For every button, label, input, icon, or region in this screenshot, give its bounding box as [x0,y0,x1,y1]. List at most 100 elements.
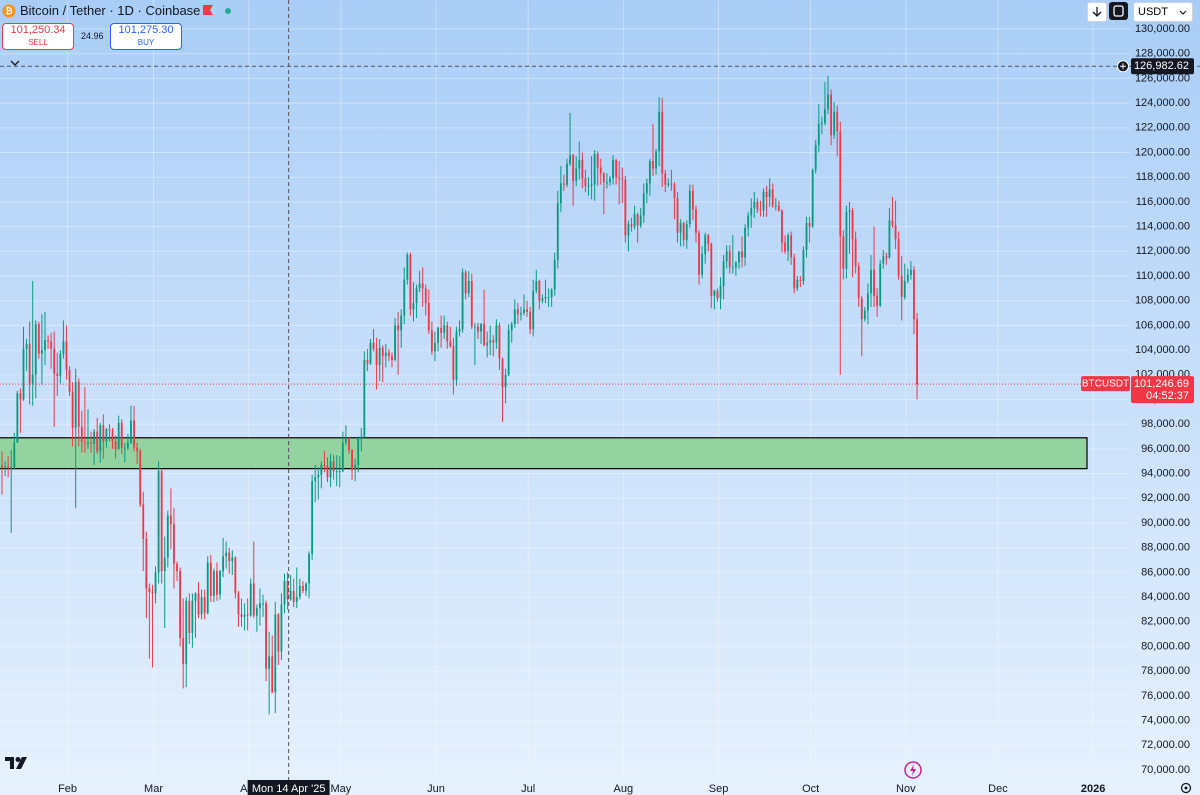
candle-body [510,324,513,331]
events-icon[interactable] [903,760,923,780]
candle-body [286,581,289,600]
currency-dropdown[interactable]: USDT [1133,2,1193,22]
candle-body [394,325,396,360]
candle-body [513,309,516,325]
candle-body [685,224,688,241]
candle-body [265,603,267,669]
candle-body [169,515,172,525]
candle-body [652,161,654,169]
buy-label: BUY [137,38,155,47]
candle-body [722,261,725,286]
candle-body [473,326,476,328]
candle-body [627,224,630,236]
download-button[interactable] [1087,2,1107,22]
y-tick-label: 84,000.00 [1141,591,1190,603]
sell-button[interactable]: 101,250.34 SELL [2,23,74,50]
candle-body [243,614,246,617]
candle-body [587,185,590,187]
candle-body [636,214,639,226]
candle-body [335,471,338,473]
candle-body [246,614,249,616]
symbol-title: Bitcoin / Tether · 1D · Coinbase [20,3,201,18]
candle-body [633,214,636,227]
candle-body [909,269,912,275]
candle-body [814,145,817,170]
candle-body [305,583,307,591]
candle-body [504,374,507,388]
candle-body [664,173,667,185]
candle-body [344,437,347,443]
candle-body [308,553,310,584]
y-tick-label: 106,000.00 [1135,319,1190,331]
candle-body [759,209,762,211]
candle-body [96,431,99,452]
candle-body [369,342,372,364]
candle-body [572,154,575,181]
candle-body [378,347,381,365]
candle-body [489,340,492,343]
candle-body [37,324,40,354]
reset-button[interactable] [1109,2,1128,20]
candle-body [332,461,335,472]
x-tick-label: May [330,783,351,795]
candle-body [455,331,458,380]
candle-body [467,280,470,294]
tradingview-logo[interactable] [5,756,31,770]
settings-icon[interactable] [1179,781,1193,795]
candle-body [148,588,151,593]
candle-body [387,352,390,357]
candle-body [860,298,863,320]
candle-body [827,94,829,110]
candle-body [851,210,854,239]
candle-body [734,262,737,268]
download-icon [1092,7,1102,17]
candle-body [584,178,587,186]
candle-body [160,471,163,572]
y-tick-label: 70,000.00 [1141,764,1190,776]
candle-body [639,215,642,226]
candle-body [609,178,611,183]
candle-body [624,179,627,236]
candle-body [882,256,885,264]
candle-body [661,111,664,174]
candle-body [216,571,218,595]
candle-body [870,269,872,294]
candle-body [191,600,194,633]
candle-body [341,442,344,472]
candle-body [145,539,148,589]
y-tick-label: 122,000.00 [1135,122,1190,134]
candle-body [602,173,605,183]
candle-body [670,183,673,185]
add-alert-plus [1120,63,1126,70]
y-tick-label: 128,000.00 [1135,48,1190,60]
candle-body [40,350,43,354]
candle-body [87,442,89,444]
crosshair-price-badge [1131,58,1194,75]
collapse-toggle[interactable] [8,58,22,68]
candle-body [182,637,185,664]
candle-body [753,201,756,209]
x-tick-label: Dec [988,783,1008,795]
y-tick-label: 120,000.00 [1135,146,1190,158]
candle-body [578,159,581,169]
spread: 24.96 [81,31,104,41]
candle-body [351,450,353,470]
candle-body [529,311,532,330]
flag-icon[interactable] [201,4,215,18]
candle-body [658,111,661,152]
candle-body [25,343,28,349]
candle-body [808,222,811,227]
candle-body [787,235,790,252]
candle-body [372,342,375,349]
candle-body [13,442,16,468]
candle-body [19,393,22,400]
candle-body [863,310,866,320]
candle-body [317,474,320,478]
buy-button[interactable]: 101,275.30 BUY [110,23,182,50]
candle-body [738,251,740,263]
candle-body [833,111,836,136]
candle-body [53,348,56,374]
y-tick-label: 90,000.00 [1141,517,1190,529]
candle-body [222,556,225,572]
candle-body [854,238,857,267]
